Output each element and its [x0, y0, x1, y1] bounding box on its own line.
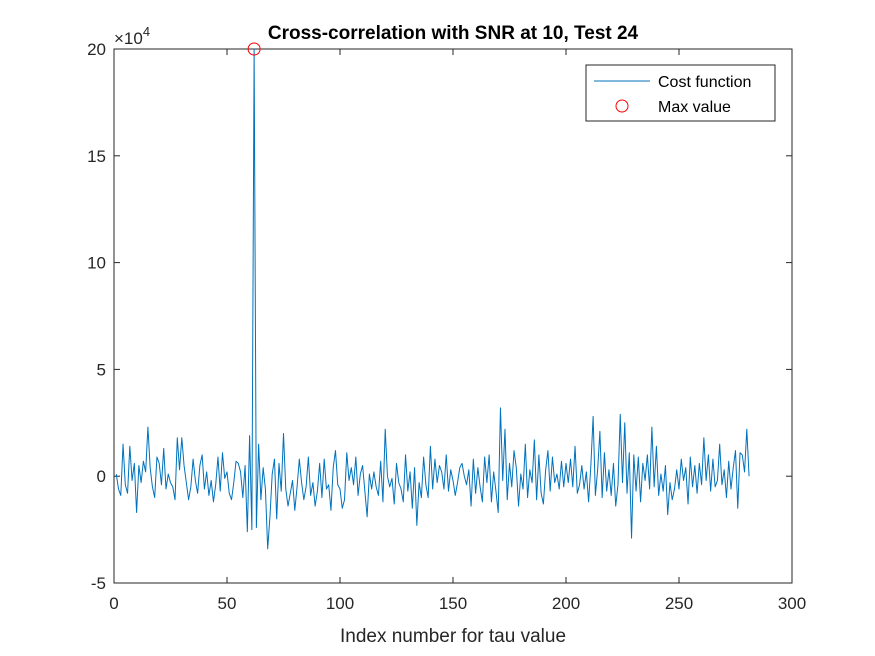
y-tick-label: 20: [87, 40, 106, 59]
y-tick-label: 10: [87, 254, 106, 273]
x-tick-label: 50: [218, 594, 237, 613]
y-tick-label: -5: [91, 574, 106, 593]
chart-title: Cross-correlation with SNR at 10, Test 2…: [268, 23, 639, 44]
legend-box: [585, 64, 776, 122]
x-tick-label: 100: [326, 594, 354, 613]
y-tick-label: 0: [97, 467, 106, 486]
y-axis-exponent: ×104: [114, 24, 150, 48]
y-exponent-power: 4: [143, 24, 150, 39]
legend-marker-swatch: [615, 99, 629, 113]
y-tick-label: 15: [87, 147, 106, 166]
series-layer: [115, 42, 750, 550]
plot-area: [113, 48, 793, 584]
x-tick-label: 250: [665, 594, 693, 613]
y-axis-ticks: -5 0 5 10 15 20: [87, 40, 792, 593]
x-tick-label: 200: [552, 594, 580, 613]
legend-label-cost-function: Cost function: [658, 74, 751, 91]
x-axis-title: Index number for tau value: [340, 626, 566, 647]
legend-label-max-value: Max value: [658, 99, 731, 116]
x-tick-label: 150: [439, 594, 467, 613]
x-tick-label: 0: [109, 594, 118, 613]
svg-text:×104: ×104: [114, 24, 150, 48]
max-value-marker: [247, 42, 261, 56]
x-axis-ticks: 0 50 100 150 200 250 300: [109, 49, 806, 613]
x-tick-label: 300: [778, 594, 806, 613]
legend: Cost function Max value: [585, 64, 776, 122]
series-line-cost-function: [115, 48, 750, 550]
y-exponent-base: ×10: [114, 29, 143, 48]
y-tick-label: 5: [97, 360, 106, 379]
